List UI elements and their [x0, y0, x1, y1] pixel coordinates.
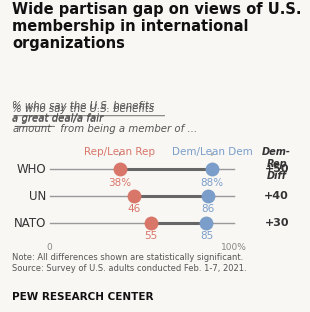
Text: WHO: WHO	[16, 163, 46, 176]
Text: 38%: 38%	[108, 178, 131, 188]
Text: Dem/Lean Dem: Dem/Lean Dem	[172, 147, 252, 157]
Text: Note: All differences shown are statistically significant.: Note: All differences shown are statisti…	[12, 253, 244, 262]
Text: PEW RESEARCH CENTER: PEW RESEARCH CENTER	[12, 292, 154, 302]
Text: a great deal/a fair: a great deal/a fair	[12, 114, 104, 124]
Text: +30: +30	[264, 218, 289, 228]
Text: 85: 85	[200, 231, 213, 241]
Text: Source: Survey of U.S. adults conducted Feb. 1-7, 2021.: Source: Survey of U.S. adults conducted …	[12, 264, 247, 273]
Text: 100%: 100%	[221, 242, 247, 251]
Text: +40: +40	[264, 191, 289, 201]
Text: +50: +50	[264, 164, 289, 174]
Text: amount: amount	[12, 124, 51, 134]
Text: a great deal/a fair: a great deal/a fair	[12, 113, 104, 123]
Text: 88%: 88%	[200, 178, 224, 188]
Text: Rep/Lean Rep: Rep/Lean Rep	[84, 147, 155, 157]
Text: UN: UN	[29, 190, 46, 203]
Text: from being a member of ...: from being a member of ...	[57, 124, 197, 134]
Text: 46: 46	[128, 204, 141, 214]
Text: % who say the U.S. benefits: % who say the U.S. benefits	[12, 101, 158, 111]
Text: 86: 86	[202, 204, 215, 214]
Text: % who say the U.S. benefits: % who say the U.S. benefits	[12, 104, 158, 114]
Text: 55: 55	[144, 231, 158, 241]
Text: Wide partisan gap on views of U.S.
membership in international
organizations: Wide partisan gap on views of U.S. membe…	[12, 2, 302, 51]
Text: 0: 0	[46, 242, 52, 251]
Text: Dem-
Rep
Diff: Dem- Rep Diff	[262, 147, 291, 182]
Text: NATO: NATO	[13, 217, 46, 230]
